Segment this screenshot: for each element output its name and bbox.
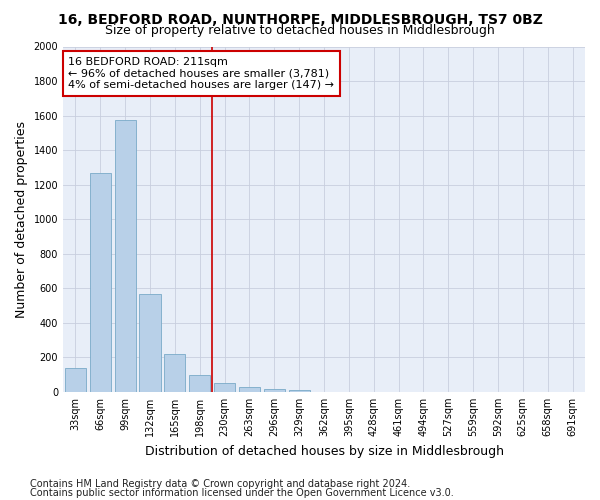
Text: Contains HM Land Registry data © Crown copyright and database right 2024.: Contains HM Land Registry data © Crown c… [30,479,410,489]
Bar [164,354,185,392]
Bar [90,174,111,392]
Bar [115,120,136,392]
Bar [264,388,285,392]
Bar [214,383,235,392]
X-axis label: Distribution of detached houses by size in Middlesbrough: Distribution of detached houses by size … [145,444,503,458]
Bar [239,386,260,392]
Y-axis label: Number of detached properties: Number of detached properties [15,120,28,318]
Bar [289,390,310,392]
Text: 16, BEDFORD ROAD, NUNTHORPE, MIDDLESBROUGH, TS7 0BZ: 16, BEDFORD ROAD, NUNTHORPE, MIDDLESBROU… [58,12,542,26]
Text: Size of property relative to detached houses in Middlesbrough: Size of property relative to detached ho… [105,24,495,37]
Bar [65,368,86,392]
Bar [189,376,211,392]
Text: 16 BEDFORD ROAD: 211sqm
← 96% of detached houses are smaller (3,781)
4% of semi-: 16 BEDFORD ROAD: 211sqm ← 96% of detache… [68,57,334,90]
Bar [139,294,161,392]
Text: Contains public sector information licensed under the Open Government Licence v3: Contains public sector information licen… [30,488,454,498]
